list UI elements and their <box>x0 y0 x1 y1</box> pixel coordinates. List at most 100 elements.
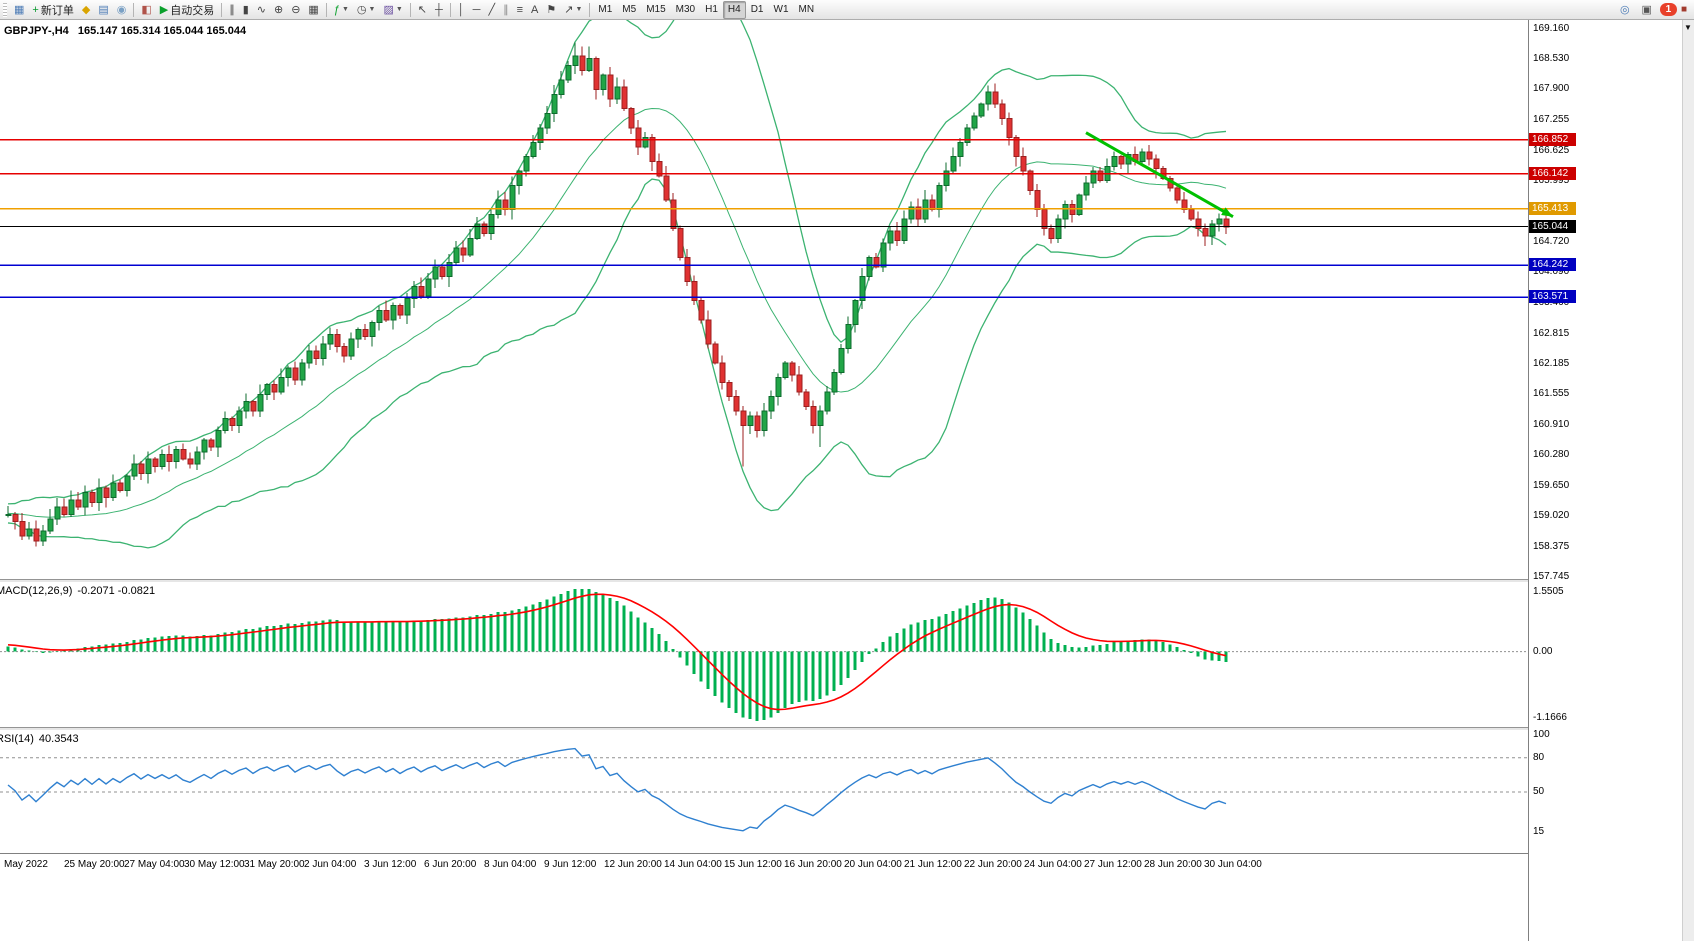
time-axis[interactable]: May 2022 25 May 20:00 27 May 04:00 30 May 1… <box>0 853 1528 878</box>
timeframe-d1[interactable]: D1 <box>750 4 764 15</box>
cursor-button[interactable]: ↖ <box>414 1 431 19</box>
time-axis-label: 21 Jun 12:00 <box>904 859 962 870</box>
price-axis[interactable]: 169.160 168.530 167.900 167.255 166.625 165.9… <box>1528 0 1682 941</box>
navigator-button[interactable]: ◉ <box>113 1 131 19</box>
fibonacci-icon: ≡ <box>516 3 524 16</box>
toolbar-separator <box>325 2 327 17</box>
bollinger-middle <box>7 107 1227 518</box>
templates-icon: ▨ <box>383 3 394 16</box>
zoom-in-button[interactable]: ⊕ <box>270 1 287 19</box>
zoom-in-icon: ⊕ <box>273 3 284 16</box>
price-axis-label: 162.815 <box>1533 327 1570 339</box>
timeframe-m15[interactable]: M15 <box>646 4 666 15</box>
zoom-out-button[interactable]: ⊖ <box>287 1 304 19</box>
price-level-badge: 164.242 <box>1529 258 1576 272</box>
toolbar-separator <box>133 2 135 17</box>
time-axis-label: 30 May 12:00 <box>184 859 245 870</box>
timeframe-mn[interactable]: MN <box>798 4 815 15</box>
price-axis-label: 162.185 <box>1533 357 1570 369</box>
rsi-axis-label: 50 <box>1533 786 1545 797</box>
candlestick-chart-button[interactable]: ▮ <box>239 1 253 19</box>
templates-button[interactable]: ▨ ▼ <box>379 1 406 19</box>
price-chart[interactable] <box>0 19 1528 579</box>
trendline-button[interactable]: ╱ <box>484 1 499 19</box>
autotrading-button[interactable]: ▶ 自动交易 <box>156 1 218 19</box>
bollinger-lower <box>7 178 1227 549</box>
macd-panel[interactable] <box>0 583 1528 727</box>
scroll-marker-icon[interactable]: ▼ <box>1684 23 1692 32</box>
time-axis-label: 14 Jun 04:00 <box>664 859 722 870</box>
time-axis-label: 12 Jun 20:00 <box>604 859 662 870</box>
toolbar-separator <box>409 2 411 17</box>
rsi-panel[interactable] <box>0 731 1528 853</box>
price-axis-label: 167.255 <box>1533 114 1570 126</box>
timeframe-m1[interactable]: M1 <box>598 4 613 15</box>
price-axis-label: 158.375 <box>1533 540 1570 552</box>
community-button[interactable]: ◎ <box>1616 1 1634 19</box>
new-order-button[interactable]: + 新订单 <box>28 1 77 19</box>
horizontal-line-button[interactable]: ─ <box>469 1 485 19</box>
price-axis-label: 159.650 <box>1533 479 1570 491</box>
timeframe-w1[interactable]: W1 <box>773 4 789 15</box>
toolbar-grip[interactable] <box>3 2 7 17</box>
data-window-button[interactable]: ▤ <box>94 1 112 19</box>
rsi-indicator-label: RSI(14)40.3543 <box>0 733 79 745</box>
time-axis-label: 27 Jun 12:00 <box>1084 859 1142 870</box>
crosshair-button[interactable]: ┼ <box>431 1 447 19</box>
label-icon: ⚑ <box>546 3 557 16</box>
help-icon: ▣ <box>1641 3 1652 16</box>
price-axis-label: 159.020 <box>1533 509 1570 521</box>
toolbar-buttons: ▦ + 新订单 ◆ ▤ ◉ ◧ ▶ 自动交易 ∥ ▮ ∿ ⊕ ⊖ ▦ ƒ ▼ ◷ ▼ ▨ ▼ ↖ ┼ │ ─ ╱ ∥ ≡ A ⚑ ↗ ▼ M1 M… <box>10 0 819 19</box>
navigator-icon: ◉ <box>116 3 127 16</box>
panel-splitter[interactable] <box>0 727 1528 731</box>
arrows-button[interactable]: ↗ ▼ <box>560 1 586 19</box>
timeframe-h4[interactable]: H4 <box>722 0 746 19</box>
price-axis-label: 161.555 <box>1533 388 1570 400</box>
timeframe-m30[interactable]: M30 <box>675 4 696 15</box>
periods-button[interactable]: ◷ ▼ <box>353 1 380 19</box>
timeframe-h1[interactable]: H1 <box>705 4 718 15</box>
zoom-out-icon: ⊖ <box>291 3 301 16</box>
bar-chart-button[interactable]: ∥ <box>225 1 239 19</box>
time-axis-label: 6 Jun 20:00 <box>424 859 477 870</box>
current-price-badge: 165.044 <box>1529 219 1576 233</box>
time-axis-label: 20 Jun 04:00 <box>844 859 902 870</box>
vertical-line-button[interactable]: │ <box>454 1 469 19</box>
price-axis-label: 165.995 <box>1533 174 1570 186</box>
macd-axis-label: 0.00 <box>1533 645 1553 657</box>
tile-windows-icon: ▦ <box>308 3 319 16</box>
fibonacci-button[interactable]: ≡ <box>513 1 527 19</box>
vertical-scrollbar[interactable]: ▼ <box>1682 19 1694 941</box>
indicators-button[interactable]: ƒ ▼ <box>330 1 353 19</box>
price-axis-label: 160.910 <box>1533 419 1570 431</box>
timeframe-m5[interactable]: M5 <box>622 4 637 15</box>
rsi-axis-label: 15 <box>1533 825 1545 837</box>
chevron-down-icon: ▼ <box>368 6 376 13</box>
connection-icon: ■ <box>1680 4 1687 15</box>
tile-windows-button[interactable]: ▦ <box>304 1 322 19</box>
equidistant-channel-button[interactable]: ∥ <box>499 1 513 19</box>
vertical-line-icon: │ <box>457 3 465 16</box>
line-chart-button[interactable]: ∿ <box>253 1 270 19</box>
trend-arrow[interactable] <box>1085 131 1234 219</box>
horizontal-line-icon: ─ <box>472 3 481 16</box>
price-level-badge: 165.413 <box>1529 201 1576 215</box>
community-icon: ◎ <box>1619 3 1630 16</box>
terminal-button[interactable]: ◧ <box>137 1 155 19</box>
crosshair-icon: ┼ <box>435 3 443 16</box>
market-watch-icon: ◆ <box>81 3 91 16</box>
help-button[interactable]: ▣ <box>1638 1 1656 19</box>
label-button[interactable]: ⚑ <box>542 1 560 19</box>
price-level-badge: 166.852 <box>1529 132 1576 146</box>
text-button[interactable]: A <box>527 1 542 19</box>
panel-splitter[interactable] <box>0 579 1528 583</box>
autotrading-icon: ▶ <box>159 3 169 16</box>
macd-histogram <box>6 589 1228 721</box>
market-watch-button[interactable]: ◆ <box>78 1 94 19</box>
time-axis-label: 16 Jun 20:00 <box>784 859 842 870</box>
macd-axis-label: -1.1666 <box>1533 712 1567 723</box>
time-axis-label: 28 Jun 20:00 <box>1144 859 1202 870</box>
notification-badge[interactable]: 1 <box>1659 3 1677 16</box>
time-axis-label: 31 May 20:00 <box>244 859 305 870</box>
charts-toolbar-icon[interactable]: ▦ <box>10 1 28 19</box>
